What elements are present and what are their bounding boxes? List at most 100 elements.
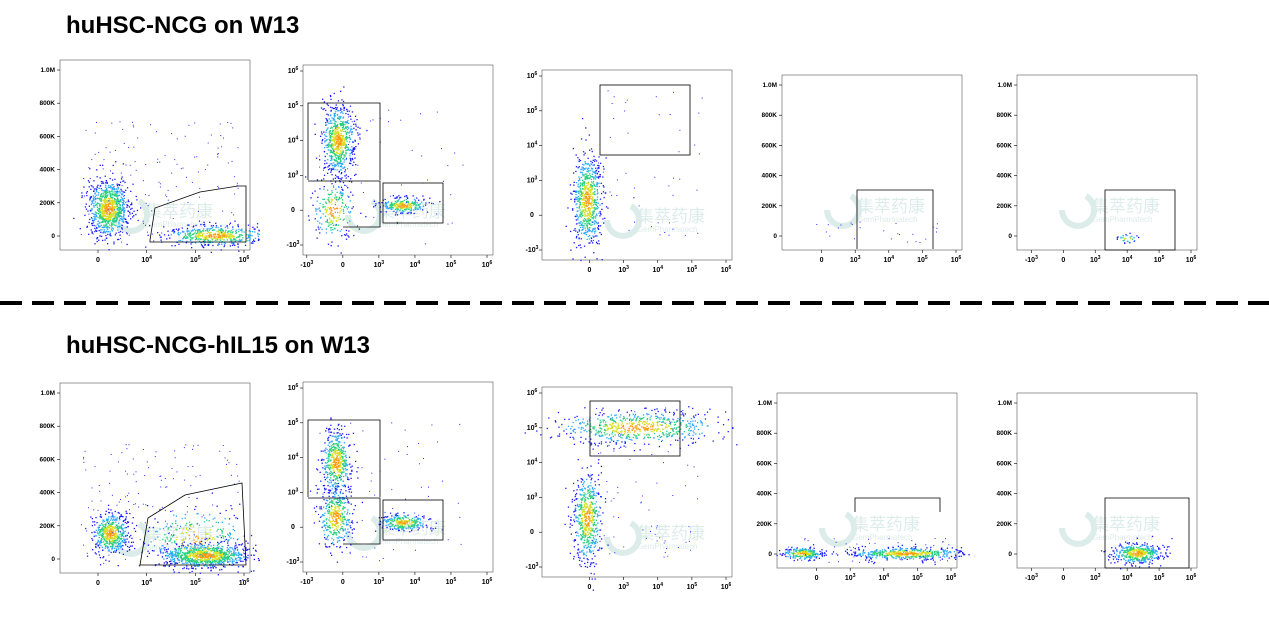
event-dot [174, 565, 176, 568]
event-dot [106, 533, 108, 535]
sparse-event-dot [234, 176, 236, 178]
x-tick-label: 106 [1186, 255, 1197, 264]
event-dot [231, 231, 233, 234]
event-dot [227, 544, 229, 547]
event-dot [345, 138, 347, 141]
event-dot [339, 117, 342, 119]
event-dot [319, 209, 321, 211]
event-dot [405, 207, 407, 209]
event-dot [122, 209, 124, 211]
event-dot [220, 249, 222, 251]
event-dot [585, 233, 587, 236]
event-dot [97, 526, 99, 528]
event-dot [113, 529, 115, 532]
sparse-event-dot [164, 154, 166, 156]
event-dot [348, 211, 350, 213]
event-dot [198, 229, 200, 231]
watermark-icon [345, 198, 383, 234]
event-dot [339, 116, 341, 118]
event-dot [597, 207, 599, 209]
sparse-event-dot [315, 210, 317, 212]
event-dot [110, 533, 112, 535]
x-tick-label: 105 [917, 255, 928, 264]
event-dot [598, 165, 600, 167]
event-dot [106, 220, 108, 222]
sparse-event-dot [668, 185, 670, 187]
event-dot [584, 197, 586, 199]
sparse-event-dot [351, 121, 353, 123]
sparse-event-dot [611, 194, 613, 196]
sparse-event-dot [335, 127, 337, 129]
event-dot [120, 514, 122, 516]
event-dot [419, 208, 422, 210]
sparse-event-dot [113, 209, 115, 211]
sparse-event-dot [346, 121, 348, 123]
event-dot [123, 221, 125, 224]
event-dot [117, 206, 120, 208]
event-dot [97, 194, 99, 196]
event-dot [166, 557, 168, 560]
event-dot [340, 164, 343, 166]
plot-frame [302, 64, 494, 256]
event-dot [109, 208, 111, 210]
event-dot [320, 131, 323, 133]
event-dot [216, 551, 218, 554]
event-dot [335, 224, 337, 226]
event-dot [577, 195, 579, 198]
event-dot [235, 554, 237, 556]
event-dot [326, 162, 328, 164]
event-dot [348, 127, 350, 129]
event-dot [586, 231, 589, 233]
event-dot [431, 202, 433, 204]
event-dot [325, 139, 328, 141]
event-dot [320, 107, 323, 109]
event-dot [359, 138, 361, 140]
event-dot [204, 546, 206, 549]
event-dot [336, 169, 338, 171]
event-dot [109, 199, 111, 201]
event-dot [114, 536, 116, 538]
event-dot [217, 236, 219, 238]
event-dot [336, 154, 338, 157]
event-dot [575, 166, 578, 168]
event-dot [389, 204, 391, 206]
event-dot [105, 231, 107, 233]
event-dot [334, 202, 337, 204]
event-dot [230, 238, 232, 240]
sparse-event-dot [125, 164, 127, 166]
sparse-event-dot [672, 228, 674, 230]
x-tick-label: 104 [652, 265, 663, 274]
event-dot [221, 553, 223, 556]
event-dot [584, 202, 586, 204]
event-dot [200, 241, 202, 244]
event-dot [576, 215, 578, 217]
event-dot [120, 196, 122, 198]
sparse-event-dot [442, 180, 444, 182]
event-dot [119, 204, 121, 206]
event-dot [582, 169, 584, 171]
event-dot [217, 556, 219, 559]
event-dot [220, 541, 222, 543]
event-dot [111, 210, 113, 212]
event-dot [339, 181, 341, 183]
event-dot [87, 180, 90, 182]
event-dot [102, 217, 104, 219]
event-dot [109, 202, 111, 204]
event-dot [591, 161, 594, 164]
event-dot [580, 183, 582, 185]
event-dot [226, 237, 228, 239]
event-dot [338, 145, 340, 147]
event-dot [108, 550, 111, 552]
event-dot [189, 232, 191, 234]
event-dot [337, 224, 340, 226]
sparse-event-dot [658, 114, 660, 116]
event-dot [330, 159, 332, 162]
event-dot [81, 192, 83, 194]
event-dot [207, 230, 209, 232]
event-dot [224, 566, 226, 568]
event-dot [332, 131, 334, 133]
event-dot [594, 190, 596, 193]
event-dot [216, 237, 218, 240]
sparse-event-dot [232, 127, 234, 129]
event-dot [341, 149, 343, 151]
